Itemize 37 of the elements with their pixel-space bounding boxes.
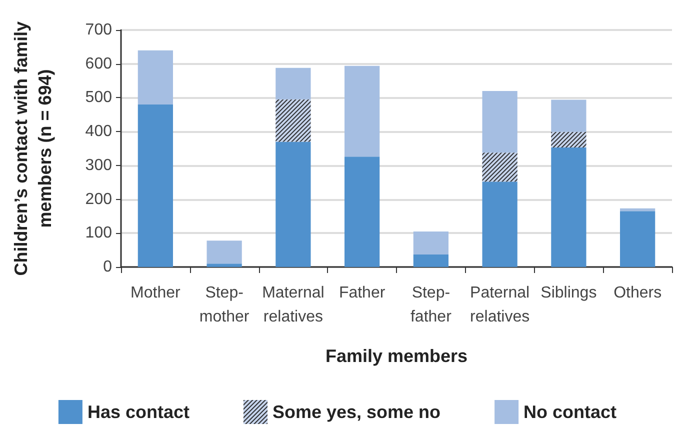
y-tick-label: 600 <box>85 55 112 72</box>
legend-label: Some yes, some no <box>272 402 441 422</box>
y-tick-label: 300 <box>85 156 112 174</box>
bar <box>276 142 311 267</box>
y-tick-label: 400 <box>85 123 112 140</box>
x-tick-label: Step-mother <box>199 284 250 326</box>
bar <box>620 208 656 212</box>
bar <box>138 50 173 104</box>
x-tick-label: Mother <box>130 284 182 302</box>
x-axis-title: Family members <box>325 346 468 366</box>
bar <box>206 264 242 267</box>
bar <box>482 90 518 153</box>
bar <box>551 147 586 267</box>
x-tick-label: Maternal relatives <box>262 284 324 326</box>
x-tick-label: Father <box>338 284 386 302</box>
bar <box>344 156 380 267</box>
bar <box>206 240 242 264</box>
x-tick-label: Siblings <box>540 284 597 302</box>
bar <box>276 68 311 100</box>
bar <box>344 66 380 157</box>
y-axis-title: Children’s contact with family members (n = 694) <box>11 21 55 276</box>
bar <box>551 100 586 132</box>
bar <box>138 104 173 267</box>
y-tick-label: 500 <box>85 89 112 106</box>
y-tick-label: 0 <box>103 258 112 276</box>
x-tick-label: Others <box>614 284 662 302</box>
bar <box>620 211 656 267</box>
x-tick-label: Step-father <box>410 284 452 326</box>
bar <box>413 254 448 267</box>
y-tick-label: 100 <box>85 224 112 242</box>
y-tick-label: 200 <box>85 190 112 208</box>
y-tick-label: 700 <box>85 22 112 38</box>
bar <box>413 231 448 254</box>
legend-label: Has contact <box>87 402 190 422</box>
x-tick-label: Paternal relatives <box>470 284 530 326</box>
legend-label: No contact <box>524 402 617 422</box>
bar <box>482 182 518 267</box>
